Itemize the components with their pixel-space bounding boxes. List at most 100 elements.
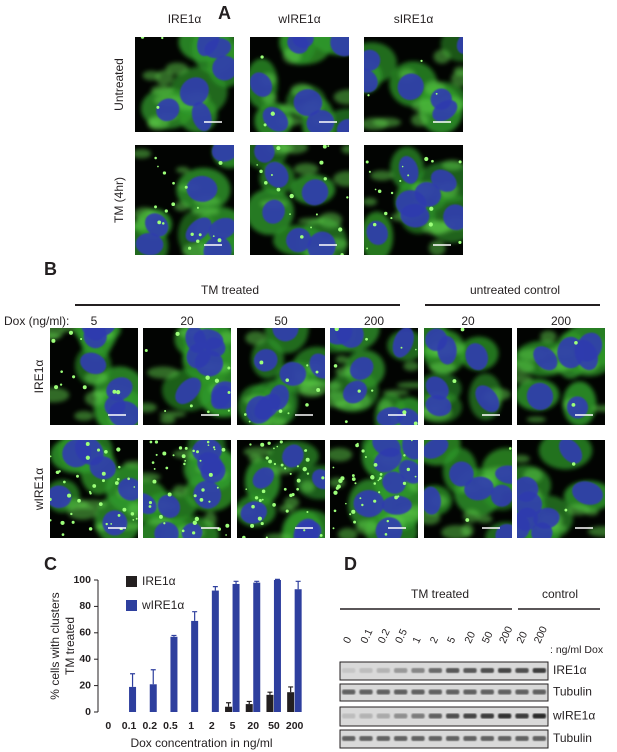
row-label: wIRE1α — [32, 468, 46, 511]
cluster-dot — [296, 465, 299, 468]
cluster-dot — [212, 235, 215, 238]
cytoplasm-fiber — [159, 411, 187, 418]
cytoplasm-fiber — [74, 411, 94, 421]
cluster-dot — [50, 519, 52, 522]
nucleus — [286, 227, 312, 253]
blot-band — [480, 736, 494, 741]
panel-label: A — [218, 3, 231, 23]
cytoplasm-fiber — [517, 374, 532, 384]
cluster-dot — [340, 253, 344, 255]
error-bar — [288, 686, 294, 693]
group-label: control — [542, 587, 578, 601]
blot-band — [480, 668, 494, 673]
cluster-dot — [327, 145, 330, 148]
cluster-dot — [390, 217, 393, 220]
error-bar — [150, 669, 156, 685]
cluster-dot — [261, 498, 264, 501]
cluster-dot — [154, 440, 159, 444]
cluster-dot — [305, 403, 309, 407]
cluster-dot — [411, 440, 413, 442]
cytoplasm-fiber — [176, 166, 190, 174]
cluster-dot — [377, 189, 382, 194]
cluster-dot — [351, 474, 355, 477]
cytoplasm-fiber — [333, 171, 349, 187]
y-tick-label: 0 — [85, 706, 91, 718]
cytoplasm-fiber — [135, 148, 152, 159]
panel-label: D — [344, 554, 357, 574]
micrograph — [364, 37, 463, 132]
micrograph — [237, 328, 325, 425]
cluster-dot — [152, 479, 157, 484]
cluster-dot — [270, 173, 273, 176]
cluster-dot — [196, 206, 199, 209]
dose-label: 20 — [180, 314, 194, 328]
cluster-dot — [332, 466, 335, 469]
x-tick-label: 200 — [286, 720, 304, 732]
cluster-dot — [319, 533, 323, 537]
cytoplasm-fiber — [172, 485, 188, 497]
cytoplasm-fiber — [461, 523, 474, 537]
cytoplasm-fiber — [411, 113, 429, 127]
x-tick-label: 0.1 — [122, 720, 137, 732]
nucleus — [193, 480, 222, 509]
cluster-dot — [322, 145, 327, 149]
cluster-dot — [184, 459, 187, 462]
cluster-dot — [571, 462, 576, 466]
nucleus — [464, 476, 494, 501]
nuclei — [526, 332, 603, 419]
cluster-dot — [205, 375, 210, 380]
cluster-dot — [401, 165, 404, 168]
error-bar — [171, 634, 177, 637]
nucleus — [272, 328, 299, 342]
lane-label: 20 — [462, 630, 478, 646]
nuclei — [245, 328, 325, 424]
y-tick-label: 40 — [79, 653, 91, 665]
nucleus — [382, 471, 406, 494]
cytoplasm-fiber — [278, 145, 309, 154]
micrograph — [330, 328, 418, 425]
cluster-dot — [163, 522, 166, 525]
cluster-dot — [116, 477, 120, 481]
cluster-dot — [217, 238, 222, 243]
nucleus — [533, 346, 558, 371]
cluster-dot — [153, 467, 156, 470]
blot-band — [428, 713, 442, 719]
cluster-dot — [189, 404, 193, 408]
cluster-dot — [368, 170, 371, 173]
cytoplasm-fiber — [441, 159, 463, 171]
y-axis-label: % cells with clusters — [48, 592, 62, 699]
nuclei — [143, 440, 226, 538]
cytoplasm-fiber — [84, 391, 104, 406]
blot-band — [532, 713, 546, 719]
cytoplasm-fiber — [84, 371, 109, 385]
cluster-dot — [82, 385, 87, 390]
cytoplasm-fiber — [155, 70, 174, 86]
cluster-dot — [257, 516, 262, 521]
nuclei — [250, 37, 349, 132]
cluster-dot — [306, 364, 309, 367]
cluster-dot — [373, 499, 377, 503]
cluster-dot — [135, 517, 138, 520]
cluster-dot — [403, 454, 406, 457]
cluster-dot — [184, 446, 188, 450]
cluster-dot — [310, 226, 312, 229]
nucleus — [264, 161, 289, 188]
cluster-dot — [243, 413, 247, 416]
cluster-dot — [190, 232, 194, 236]
cluster-dot — [112, 389, 117, 394]
micrograph — [364, 145, 463, 255]
error-bar — [274, 578, 280, 580]
cytoplasm-fiber — [245, 331, 267, 345]
micrograph — [424, 328, 512, 425]
cluster-dot — [76, 474, 79, 478]
blot-band — [394, 689, 408, 695]
x-tick-label: 0 — [105, 720, 111, 732]
nucleus — [50, 485, 72, 509]
cytoplasm-fiber — [540, 330, 557, 343]
cluster-dot — [183, 462, 186, 466]
nucleus — [531, 522, 553, 538]
nuclei — [517, 440, 603, 538]
nucleus — [106, 377, 133, 401]
cluster-dot — [305, 457, 310, 462]
cluster-dot — [571, 402, 576, 407]
